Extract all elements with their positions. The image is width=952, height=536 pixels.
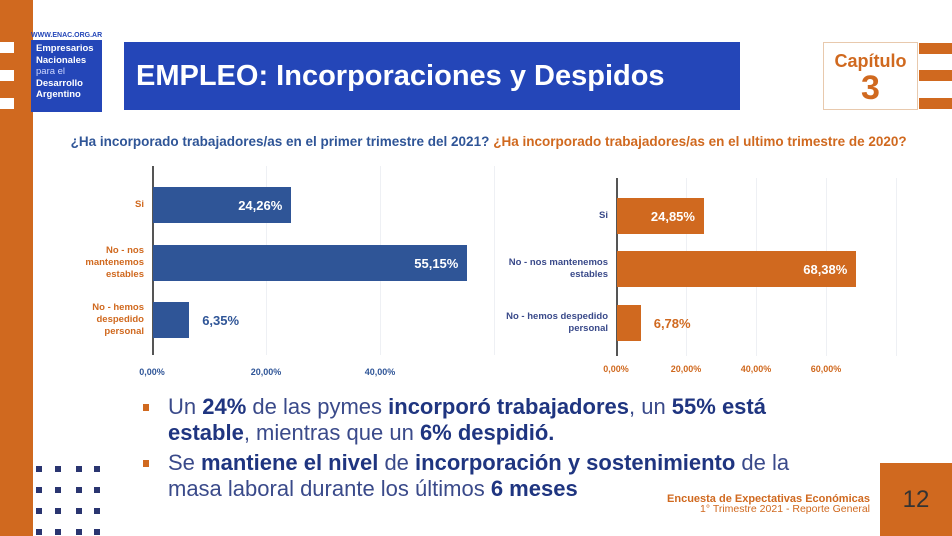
bullet-text: 24%: [202, 394, 247, 419]
footer-subtitle: 1° Trimestre 2021 - Reporte General: [700, 503, 870, 515]
bullet-item: Un 24% de las pymes incorporó trabajador…: [143, 394, 843, 446]
data-label: 6,35%: [202, 312, 240, 328]
tick-label: 20,00%: [250, 367, 282, 377]
chapter-label: Capítulo: [834, 51, 907, 71]
tick-label: 40,00%: [740, 364, 772, 374]
category-text: Si: [135, 199, 144, 210]
bullet-item: Se mantiene el nivel de incorporación y …: [143, 450, 843, 502]
y-axis: [152, 166, 154, 355]
category-label: No - hemos despedido personal: [54, 296, 144, 344]
gridline: [494, 166, 495, 355]
left-decor-stripe: [0, 0, 33, 536]
bar: [617, 305, 641, 341]
bullet-text: 6% despidió.: [419, 420, 555, 445]
decor-dot: [55, 487, 61, 493]
decor-dot: [94, 508, 100, 514]
decor-dot: [76, 466, 82, 472]
logo-text: Nacionales: [36, 54, 87, 66]
decor-dot: [36, 508, 42, 514]
bullet-text: mantiene el nivel: [201, 450, 379, 475]
bullet-text: incorporación y sostenimiento: [415, 450, 736, 475]
category-label: Si: [54, 181, 144, 229]
decor-bar: [919, 98, 952, 109]
bullet-text: , un: [628, 394, 672, 419]
logo-text: Desarrollo: [36, 77, 83, 89]
tick-label: 0,00%: [139, 367, 165, 377]
bullet-list: Un 24% de las pymes incorporó trabajador…: [143, 394, 843, 506]
decor-dot: [94, 529, 100, 535]
decor-dot: [94, 466, 100, 472]
decor-bar: [0, 98, 14, 109]
category-text: No - hemos despedido personal: [506, 311, 608, 334]
chapter-number: 3: [861, 69, 880, 107]
bar: [153, 302, 190, 338]
category-text: No - nos mantenemos estables: [85, 245, 144, 280]
category-label: No - hemos despedido personal: [488, 299, 608, 347]
category-text: No - nos mantenemos estables: [508, 257, 608, 280]
category-label: No - nos mantenemos estables: [54, 239, 144, 287]
logo: Empresarios Nacionales para el Desarroll…: [31, 40, 102, 112]
footer-title: Encuesta de Expectativas Económicas: [667, 493, 870, 505]
bullet-text: de las pymes: [246, 394, 389, 419]
data-label: 6,78%: [653, 315, 691, 331]
tick-label: 40,00%: [364, 367, 396, 377]
y-axis: [616, 178, 618, 356]
decor-bar: [919, 70, 952, 81]
decor-dot: [76, 529, 82, 535]
decor-bar: [0, 42, 14, 53]
bullet-text: 6 meses: [490, 476, 578, 501]
decor-dot: [36, 466, 42, 472]
decor-dot: [76, 508, 82, 514]
category-text: Si: [599, 210, 608, 221]
footer: Encuesta de Expectativas Económicas 1° T…: [667, 493, 870, 515]
bullet-text: 55% está estable: [168, 394, 766, 445]
decor-dot: [55, 466, 61, 472]
bullet-text: incorporó trabajadores: [388, 394, 629, 419]
decor-bar: [919, 43, 952, 54]
chart-title: ¿Ha incorporado trabajadores/as en el ul…: [493, 134, 907, 149]
bullet-text: de: [378, 450, 416, 475]
tick-label: 0,00%: [603, 364, 629, 374]
category-label: Si: [488, 192, 608, 240]
decor-bar: [0, 70, 14, 81]
logo-url: WWW.ENAC.ORG.AR: [31, 32, 103, 39]
bullet-text: de la masa laboral durante los últimos: [168, 450, 790, 501]
logo-text: para el: [36, 66, 66, 77]
data-label: 24,85%: [650, 208, 695, 224]
decor-dot: [55, 529, 61, 535]
bar: [617, 251, 857, 287]
gridline: [896, 178, 897, 356]
decor-dot: [76, 487, 82, 493]
logo-text: Argentino: [36, 89, 81, 100]
bullet-icon: [143, 404, 149, 411]
chart-title: ¿Ha incorporado trabajadores/as en el pr…: [70, 134, 490, 149]
bar: [617, 198, 704, 234]
data-label: 24,26%: [238, 197, 283, 213]
decor-dot: [94, 487, 100, 493]
page-title: EMPLEO: Incorporaciones y Despidos: [124, 42, 740, 110]
decor-dot: [36, 529, 42, 535]
bullet-text: Se: [168, 450, 202, 475]
tick-label: 60,00%: [810, 364, 842, 374]
data-label: 68,38%: [803, 261, 848, 277]
decor-dot: [36, 487, 42, 493]
bar: [153, 245, 468, 281]
bullet-text: , mientras que un: [243, 420, 420, 445]
category-label: No - nos mantenemos estables: [488, 245, 608, 293]
bar: [153, 187, 292, 223]
tick-label: 20,00%: [670, 364, 702, 374]
logo-text: Empresarios: [36, 43, 94, 54]
chapter-badge: Capítulo 3: [823, 42, 918, 110]
bullet-text: Un: [168, 394, 203, 419]
page-number: 12: [880, 463, 952, 536]
decor-dot: [55, 508, 61, 514]
data-label: 55,15%: [414, 255, 459, 271]
bullet-icon: [143, 460, 149, 467]
category-text: No - hemos despedido personal: [92, 302, 144, 337]
